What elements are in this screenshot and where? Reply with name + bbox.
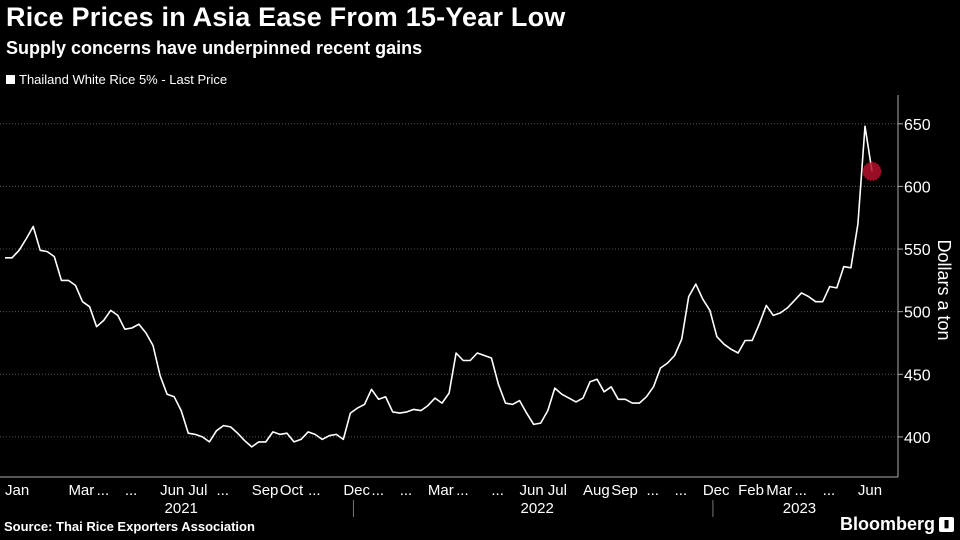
x-tick-label: Jul xyxy=(188,482,207,499)
y-tick-label: 500 xyxy=(904,305,931,322)
x-tick-label: Oct xyxy=(280,482,304,499)
y-tick-label: 650 xyxy=(904,117,931,134)
source-note: Source: Thai Rice Exporters Association xyxy=(4,519,255,534)
x-tick-label: ... xyxy=(491,482,504,499)
legend-label: Thailand White Rice 5% - Last Price xyxy=(19,72,228,87)
y-axis-title: Dollars a ton xyxy=(934,239,954,340)
x-tick-label: Dec xyxy=(703,482,730,499)
x-tick-label: ... xyxy=(372,482,385,499)
x-tick-label: Dec xyxy=(343,482,370,499)
x-tick-label: Mar xyxy=(68,482,94,499)
x-tick-label: ... xyxy=(675,482,688,499)
x-tick-label: Mar xyxy=(766,482,792,499)
x-tick-label: ... xyxy=(216,482,229,499)
x-tick-label: Jun xyxy=(160,482,184,499)
x-tick-label: ... xyxy=(97,482,110,499)
brand-logo: Bloomberg ▮ xyxy=(840,514,954,535)
series-line xyxy=(5,125,873,448)
x-tick-label: ... xyxy=(794,482,807,499)
x-tick-label: Jul xyxy=(548,482,567,499)
x-tick-label: Mar xyxy=(428,482,454,499)
x-tick-label: ... xyxy=(823,482,836,499)
x-tick-label: ... xyxy=(400,482,413,499)
x-tick-label: Aug xyxy=(583,482,610,499)
y-tick-label: 600 xyxy=(904,179,931,196)
y-tick-label: 550 xyxy=(904,242,931,259)
x-year-label: 2021 xyxy=(165,500,198,517)
highlight-marker-ring xyxy=(862,161,882,182)
x-tick-label: ... xyxy=(125,482,138,499)
highlight-marker xyxy=(863,162,881,181)
x-tick-label: Sep xyxy=(611,482,638,499)
x-tick-label: Jan xyxy=(5,482,29,499)
chart-subtitle: Supply concerns have underpinned recent … xyxy=(6,38,423,58)
legend: Thailand White Rice 5% - Last Price xyxy=(6,72,227,87)
x-tick-label: ... xyxy=(456,482,469,499)
x-tick-label: Jun xyxy=(520,482,544,499)
x-tick-label: Feb xyxy=(738,482,764,499)
chart-title: Rice Prices in Asia Ease From 15-Year Lo… xyxy=(6,2,566,32)
x-tick-label: ... xyxy=(646,482,659,499)
y-tick-label: 450 xyxy=(904,367,931,384)
x-tick-label: Sep xyxy=(252,482,279,499)
brand-name: Bloomberg xyxy=(839,514,935,534)
y-tick-label: 400 xyxy=(904,430,931,447)
legend-swatch xyxy=(6,75,15,84)
x-year-label: 2023 xyxy=(783,500,816,517)
x-tick-label: Jun xyxy=(858,482,882,499)
bloomberg-chart-icon: ▮ xyxy=(939,517,954,532)
x-tick-label: ... xyxy=(308,482,321,499)
x-year-label: 2022 xyxy=(520,500,553,517)
